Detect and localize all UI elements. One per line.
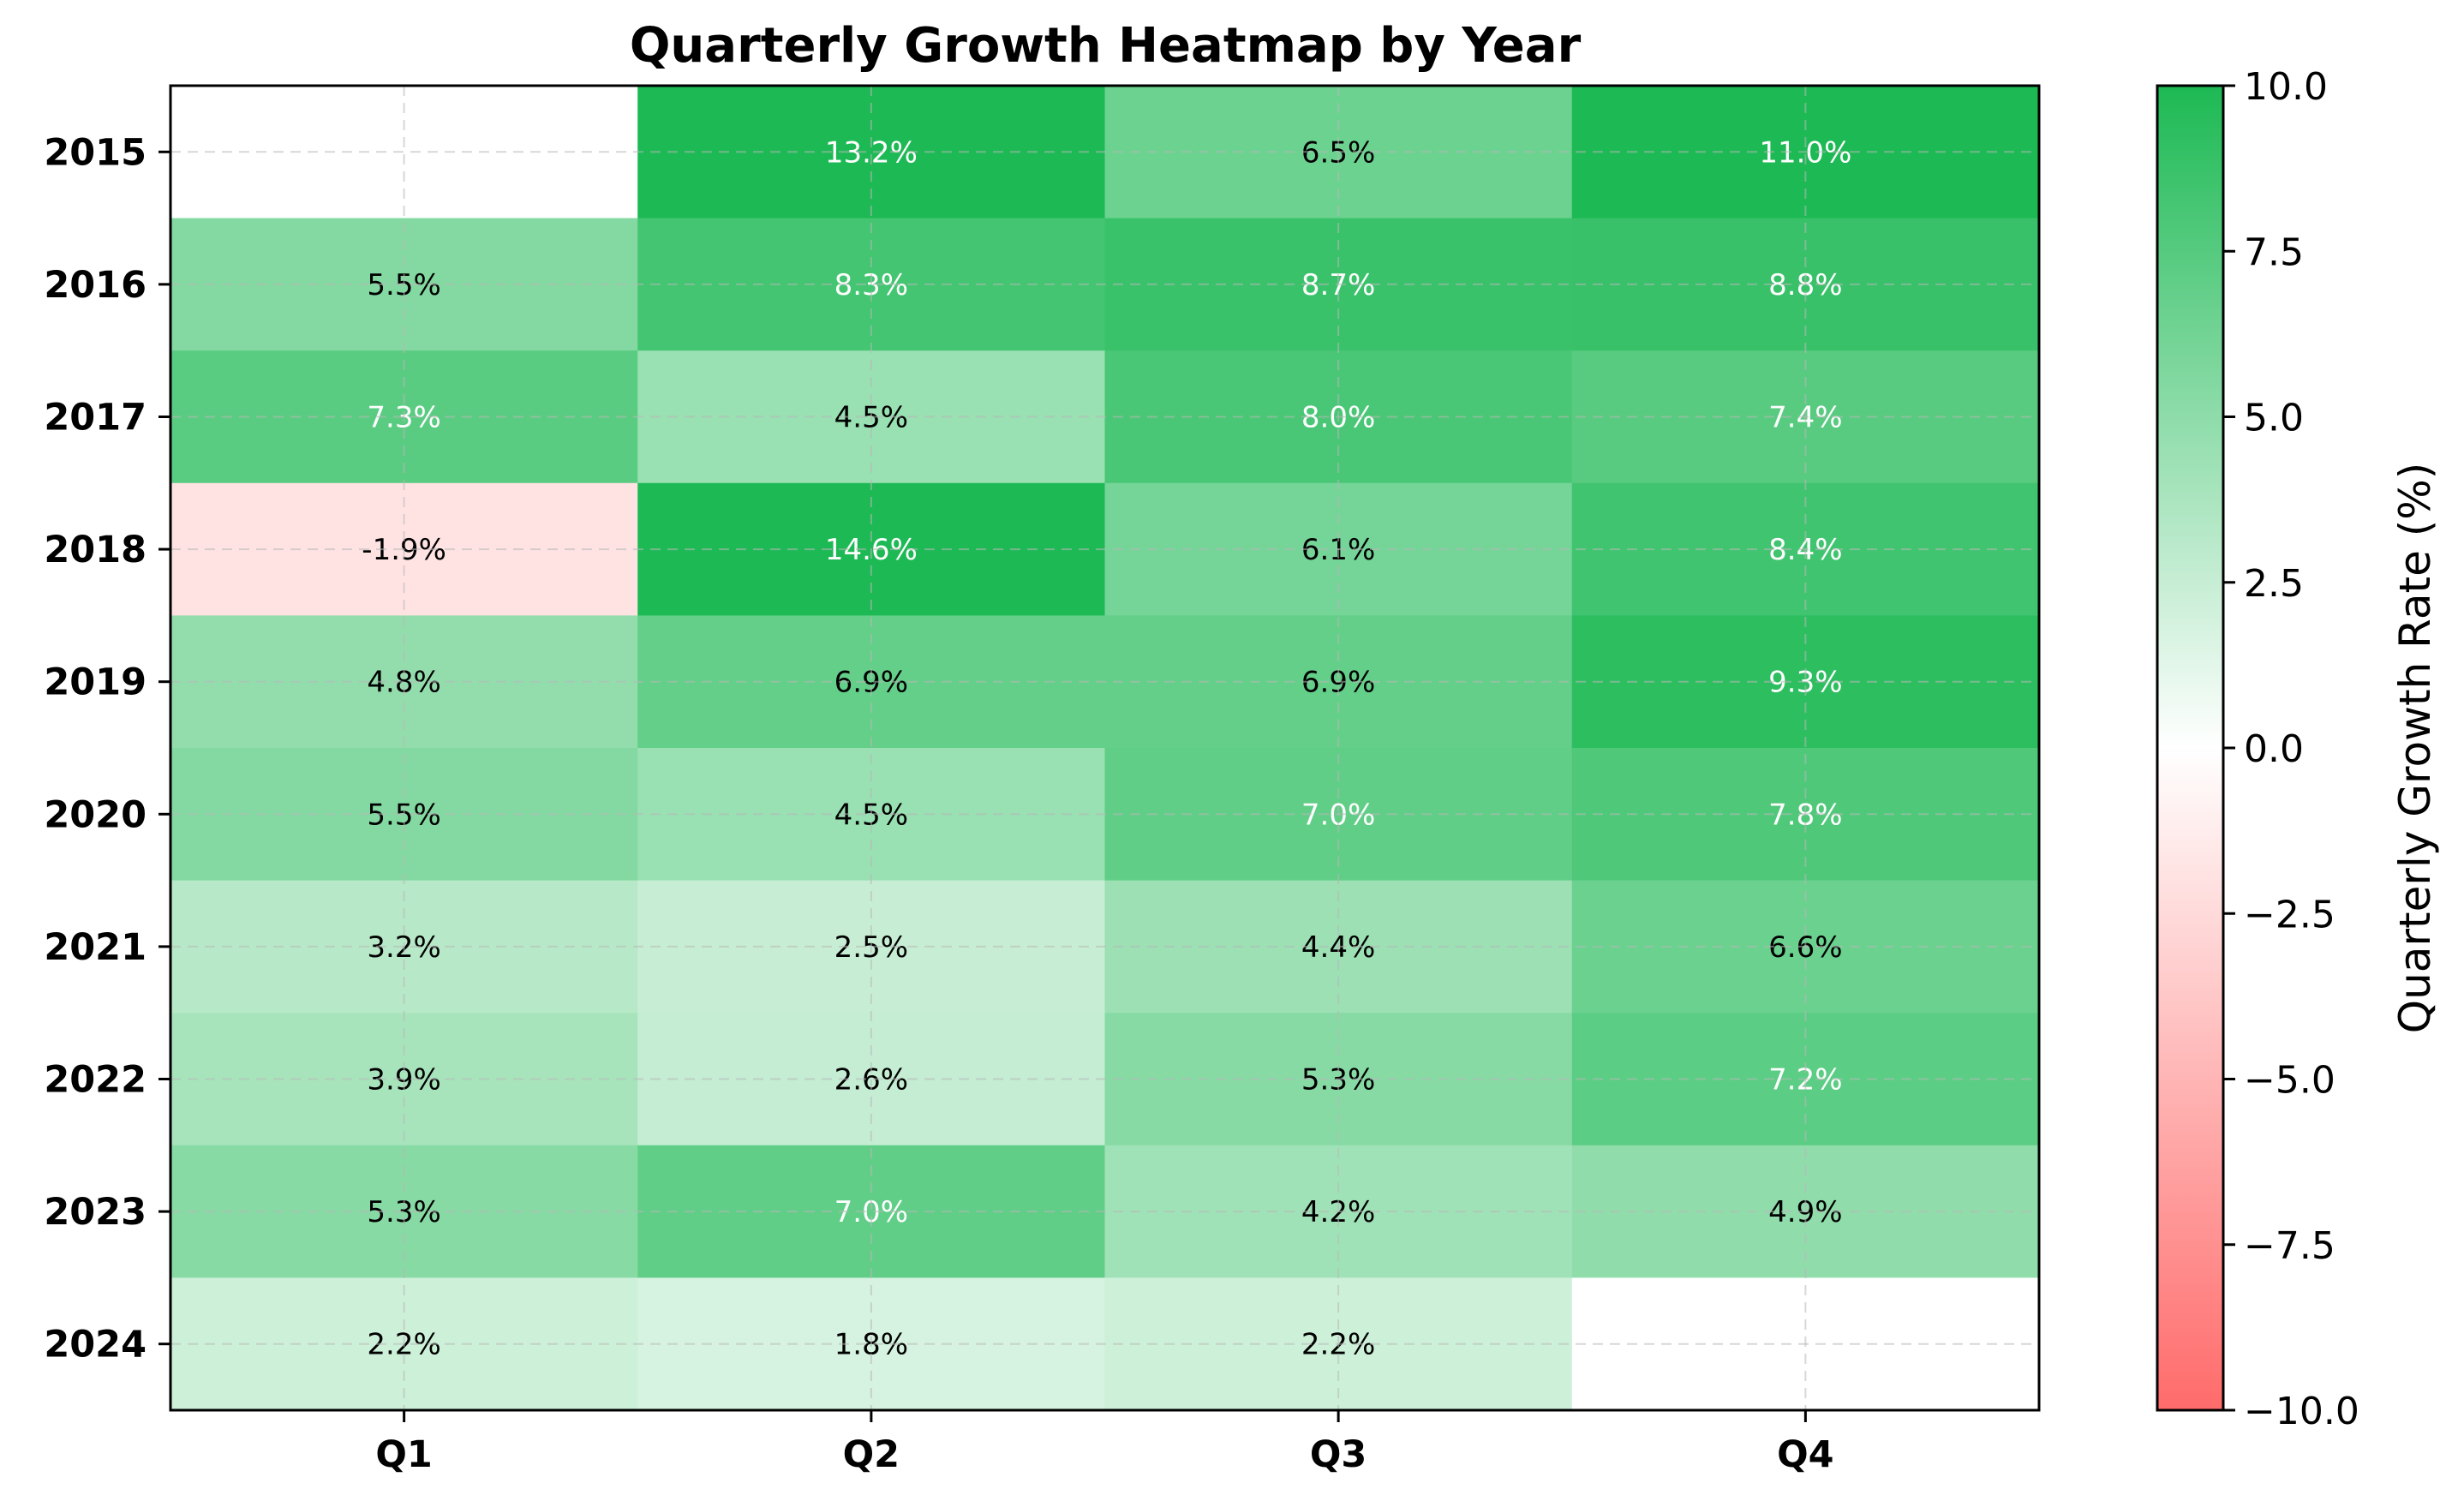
colorbar-tick-label: −2.5 [2244,893,2335,936]
colorbar: 10.0 7.5 5.0 2.5 0.0 −2.5 −5.0 −7.5 −10.0 Quarter… [2156,65,2440,1433]
x-tick-label: Q4 [1777,1433,1833,1476]
y-tick-label: 2020 [44,793,147,836]
colorbar-tick-label: 2.5 [2244,562,2304,606]
x-tick-label: Q2 [843,1433,900,1476]
y-axis: 2015 2016 2017 2018 2019 2020 2021 2022 2023 2024 [44,131,170,1366]
colorbar-scale [2156,84,2225,1412]
y-tick-label: 2023 [44,1191,147,1234]
y-tick-label: 2021 [44,926,147,969]
y-tick-label: 2019 [44,661,147,704]
x-tick-label: Q1 [375,1433,432,1476]
x-tick-label: Q3 [1310,1433,1367,1476]
plot-frame [169,84,2041,1412]
colorbar-tick-label: 0.0 [2244,727,2304,771]
colorbar-label: Quarterly Growth Rate (%) [2390,463,2440,1033]
colorbar-tick-label: 7.5 [2244,230,2304,274]
y-tick-label: 2018 [44,529,147,571]
colorbar-tick-label: −10.0 [2244,1390,2359,1433]
colorbar-tick-label: −5.0 [2244,1059,2335,1103]
y-tick-label: 2015 [44,131,147,174]
colorbar-tick-label: 10.0 [2244,65,2328,109]
y-tick-label: 2016 [44,264,147,307]
gridlines [170,86,2039,1410]
colorbar-tick-label: −7.5 [2244,1224,2335,1268]
y-tick-label: 2024 [44,1324,147,1366]
x-axis: Q1 Q2 Q3 Q4 [375,1410,1834,1476]
colorbar-tick-label: 5.0 [2244,397,2304,440]
y-tick-label: 2022 [44,1059,147,1102]
chart-title: Quarterly Growth Heatmap by Year [630,18,1582,74]
y-tick-label: 2017 [44,397,147,440]
